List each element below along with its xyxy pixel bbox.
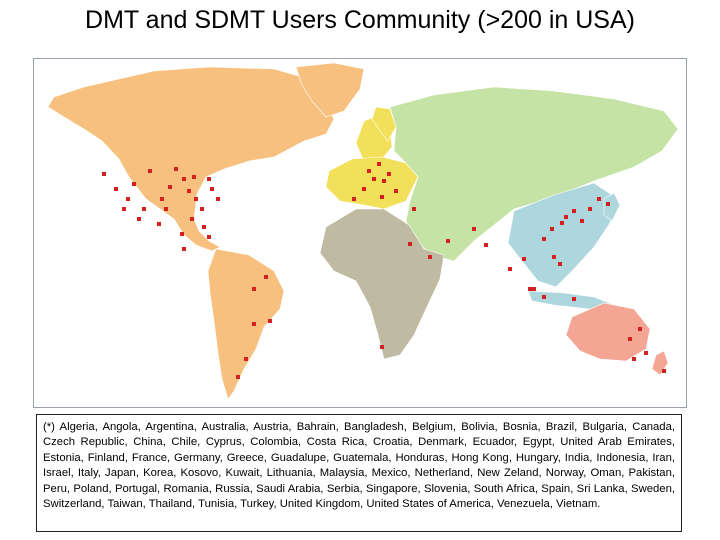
user-location-marker: [182, 177, 186, 181]
user-location-marker: [236, 375, 240, 379]
region-north-america: [47, 66, 335, 252]
user-location-marker: [142, 207, 146, 211]
user-location-marker: [542, 237, 546, 241]
user-markers: [102, 162, 666, 379]
user-location-marker: [192, 175, 196, 179]
user-location-marker: [180, 232, 184, 236]
country-list-caption: (*) Algeria, Angola, Argentina, Australi…: [36, 414, 682, 532]
user-location-marker: [352, 197, 356, 201]
user-location-marker: [187, 189, 191, 193]
user-location-marker: [264, 275, 268, 279]
user-location-marker: [207, 177, 211, 181]
user-location-marker: [362, 187, 366, 191]
world-map: [33, 58, 687, 408]
user-location-marker: [244, 357, 248, 361]
user-location-marker: [394, 189, 398, 193]
user-location-marker: [380, 195, 384, 199]
user-location-marker: [207, 235, 211, 239]
user-location-marker: [200, 207, 204, 211]
user-location-marker: [157, 222, 161, 226]
region-russia-asia: [389, 86, 679, 262]
user-location-marker: [126, 197, 130, 201]
user-location-marker: [552, 255, 556, 259]
region-africa: [319, 208, 445, 360]
user-location-marker: [190, 217, 194, 221]
region-scandinavia: [371, 106, 397, 142]
user-location-marker: [550, 227, 554, 231]
user-location-marker: [628, 337, 632, 341]
user-location-marker: [484, 243, 488, 247]
user-location-marker: [168, 185, 172, 189]
user-location-marker: [210, 187, 214, 191]
user-location-marker: [588, 207, 592, 211]
user-location-marker: [102, 172, 106, 176]
user-location-marker: [532, 287, 536, 291]
world-map-svg: [47, 62, 679, 400]
user-location-marker: [632, 357, 636, 361]
user-location-marker: [508, 267, 512, 271]
user-location-marker: [408, 242, 412, 246]
user-location-marker: [132, 182, 136, 186]
user-location-marker: [380, 345, 384, 349]
user-location-marker: [472, 227, 476, 231]
user-location-marker: [160, 197, 164, 201]
user-location-marker: [174, 167, 178, 171]
user-location-marker: [182, 247, 186, 251]
user-location-marker: [560, 221, 564, 225]
user-location-marker: [662, 369, 666, 373]
user-location-marker: [580, 219, 584, 223]
region-south-america: [207, 248, 285, 400]
user-location-marker: [202, 225, 206, 229]
user-location-marker: [367, 169, 371, 173]
user-location-marker: [148, 169, 152, 173]
region-continental-europe: [325, 156, 419, 210]
user-location-marker: [252, 287, 256, 291]
region-oceania: [565, 302, 651, 362]
user-location-marker: [606, 202, 610, 206]
user-location-marker: [114, 187, 118, 191]
slide-title: DMT and SDMT Users Community (>200 in US…: [85, 6, 635, 34]
user-location-marker: [572, 297, 576, 301]
user-location-marker: [428, 255, 432, 259]
user-location-marker: [446, 239, 450, 243]
user-location-marker: [137, 217, 141, 221]
user-location-marker: [528, 287, 532, 291]
user-location-marker: [558, 262, 562, 266]
user-location-marker: [644, 351, 648, 355]
user-location-marker: [387, 172, 391, 176]
user-location-marker: [522, 257, 526, 261]
user-location-marker: [164, 207, 168, 211]
user-location-marker: [597, 197, 601, 201]
user-location-marker: [377, 162, 381, 166]
user-location-marker: [638, 327, 642, 331]
user-location-marker: [412, 207, 416, 211]
user-location-marker: [122, 207, 126, 211]
region-greenland: [295, 62, 365, 118]
user-location-marker: [268, 319, 272, 323]
user-location-marker: [252, 322, 256, 326]
region-japan: [603, 192, 621, 222]
user-location-marker: [542, 295, 546, 299]
user-location-marker: [194, 197, 198, 201]
user-location-marker: [372, 177, 376, 181]
user-location-marker: [382, 179, 386, 183]
user-location-marker: [216, 197, 220, 201]
user-location-marker: [564, 215, 568, 219]
user-location-marker: [572, 209, 576, 213]
